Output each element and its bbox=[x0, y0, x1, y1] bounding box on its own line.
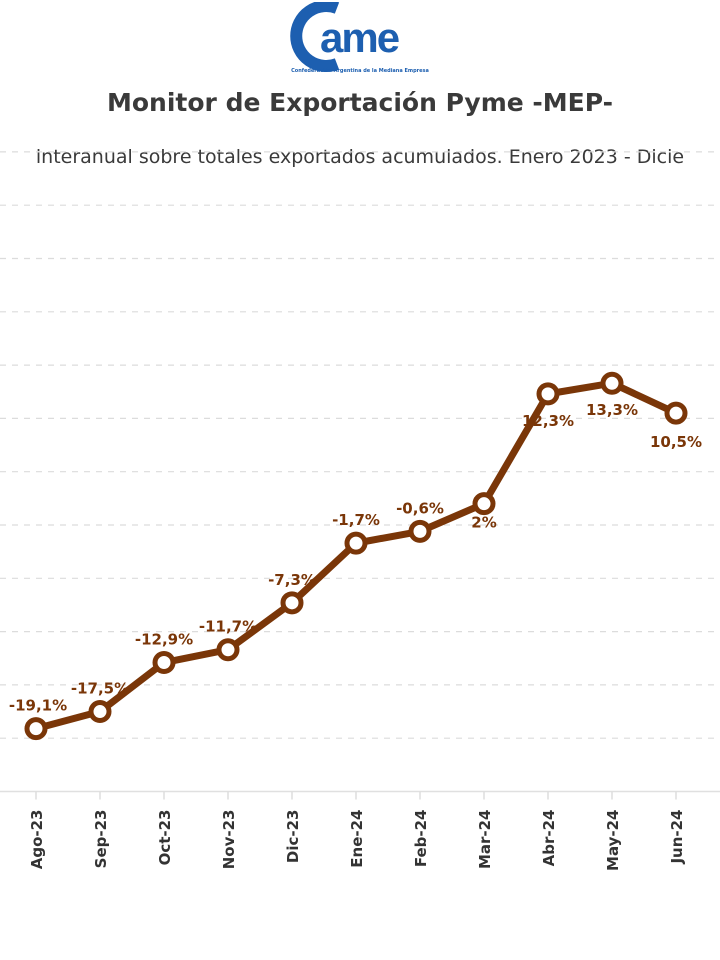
data-label: 10,5% bbox=[650, 433, 702, 451]
x-tick-label: Nov-23 bbox=[220, 810, 238, 870]
data-point bbox=[24, 717, 48, 741]
data-point bbox=[88, 700, 112, 724]
data-label: 13,3% bbox=[586, 401, 638, 419]
x-tick-label: Abr-24 bbox=[540, 810, 558, 867]
data-label: -1,7% bbox=[332, 511, 380, 529]
x-tick-label: Mar-24 bbox=[476, 810, 494, 870]
x-tick-label: May-24 bbox=[604, 810, 622, 871]
data-label: -0,6% bbox=[396, 499, 444, 517]
data-point bbox=[664, 401, 688, 425]
data-label: -11,7% bbox=[199, 618, 257, 636]
data-point bbox=[408, 519, 432, 543]
data-point bbox=[344, 531, 368, 555]
data-point bbox=[536, 382, 560, 406]
data-label: -17,5% bbox=[71, 680, 129, 698]
data-label: -7,3% bbox=[268, 571, 316, 589]
logo-tagline: Confederación Argentina de la Mediana Em… bbox=[291, 68, 429, 74]
chart-title: Monitor de Exportación Pyme -MEP- bbox=[106, 88, 613, 117]
data-point bbox=[472, 492, 496, 516]
x-tick-label: Dic-23 bbox=[284, 810, 302, 864]
x-tick-label: Jun-24 bbox=[668, 810, 686, 865]
data-point bbox=[216, 638, 240, 662]
data-point bbox=[600, 371, 624, 395]
x-tick-label: Sep-23 bbox=[92, 810, 110, 869]
data-label: 2% bbox=[471, 514, 496, 532]
svg-text:ame: ame bbox=[320, 14, 399, 61]
came-logo: ame bbox=[290, 2, 401, 72]
data-label: -19,1% bbox=[9, 697, 67, 715]
data-label: -12,9% bbox=[135, 631, 193, 649]
x-tick-label: Oct-23 bbox=[156, 810, 174, 866]
data-point bbox=[280, 591, 304, 615]
x-tick-label: Ene-24 bbox=[348, 810, 366, 868]
data-label: 12,3% bbox=[522, 412, 574, 430]
x-tick-label: Feb-24 bbox=[412, 810, 430, 868]
x-tick-label: Ago-23 bbox=[28, 810, 46, 870]
series-line bbox=[35, 379, 678, 732]
data-point bbox=[152, 651, 176, 675]
